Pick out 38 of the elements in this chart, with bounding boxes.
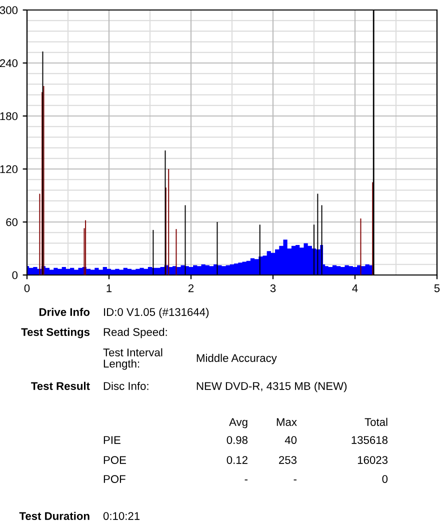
x-tick-label: 2	[188, 284, 194, 292]
text: 0.12	[226, 456, 248, 464]
text: Total	[364, 418, 388, 426]
text: 16023	[358, 456, 388, 464]
x-tick-label: 3	[270, 284, 276, 292]
text: 0	[382, 475, 388, 483]
x-tick-label: 5	[434, 284, 440, 292]
text: Drive Info	[40, 308, 90, 316]
x-tick-label: 1	[106, 284, 112, 292]
text: POE	[104, 456, 126, 464]
text: 135618	[352, 436, 388, 444]
text: Test Interval Length:	[103, 348, 162, 370]
text: 0:10:21	[103, 512, 140, 520]
x-tick-label: 4	[352, 284, 358, 292]
y-tick-label: 240	[0, 59, 18, 68]
text: Avg	[229, 418, 248, 428]
text: NEW DVD-R, 4315 MB (NEW)	[196, 382, 347, 392]
text: Test Duration	[19, 512, 90, 520]
text: Read Speed:	[104, 328, 167, 338]
text: Middle Accuracy	[196, 354, 277, 364]
y-tick-label: 180	[0, 112, 18, 120]
y-tick-label: 60	[6, 218, 18, 226]
text: 40	[284, 436, 297, 444]
text: Max	[276, 418, 297, 426]
text: POF	[104, 475, 126, 483]
text: 0.98	[226, 436, 248, 444]
text: 253	[279, 456, 297, 464]
text: Test Settings	[21, 328, 90, 338]
text: Disc Info:	[104, 382, 148, 390]
text: Test Result	[31, 382, 90, 390]
text: -	[244, 479, 248, 480]
text: -	[294, 479, 297, 480]
x-tick-label: 0	[24, 284, 30, 292]
y-tick-label: 120	[0, 165, 18, 174]
text: ID:0 V1.05 (#131644)	[104, 308, 209, 318]
y-tick-label: 0	[12, 271, 18, 280]
y-tick-label: 300	[0, 6, 18, 14]
text: PIE	[104, 436, 120, 444]
